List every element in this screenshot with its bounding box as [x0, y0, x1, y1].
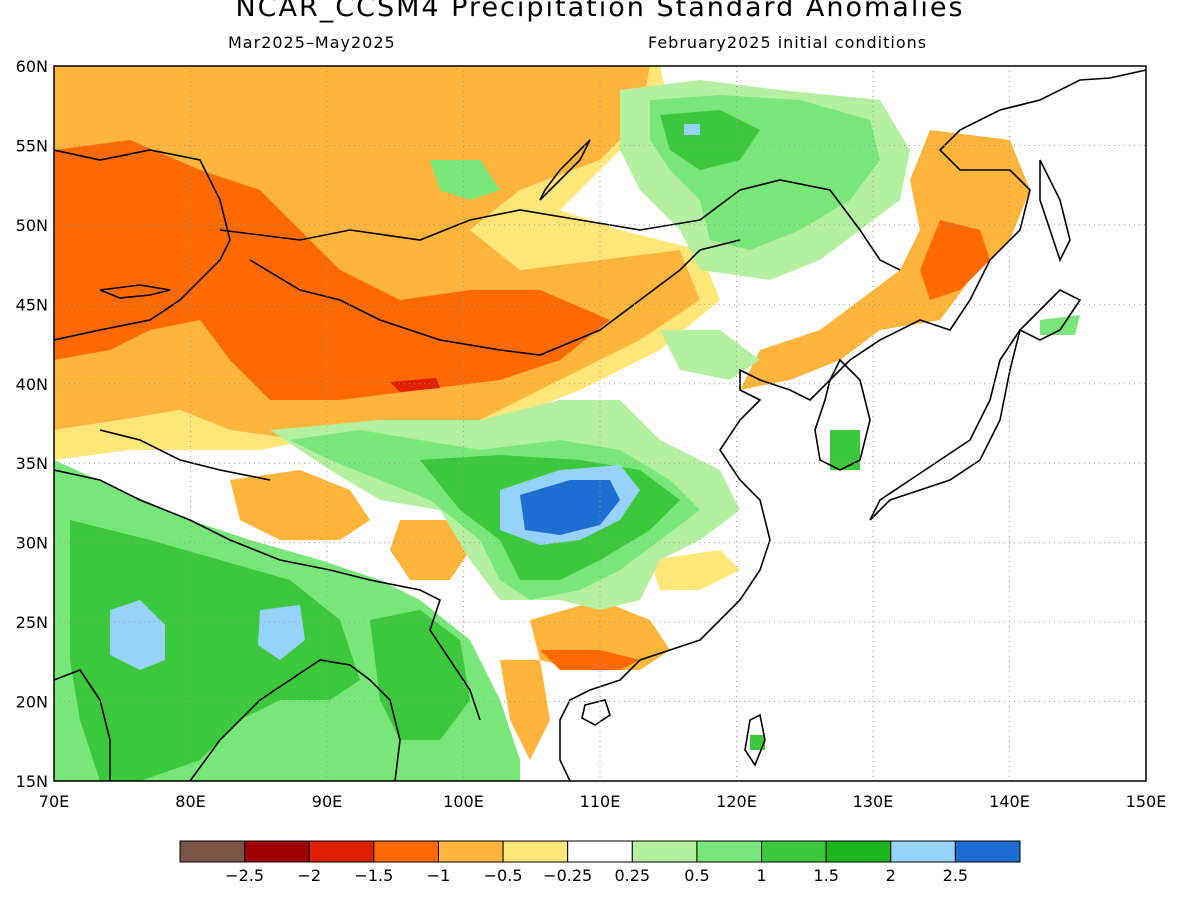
- coast-korea: [814, 358, 871, 471]
- plot-frame: [53, 65, 1147, 782]
- colorbar-swatch: [179, 840, 246, 863]
- coast-taiwan: [744, 713, 766, 767]
- colorbar-swatch: [567, 840, 633, 863]
- lat-label: 30N: [16, 534, 48, 553]
- colorbar-swatch: [373, 840, 439, 863]
- dry-area-far-east: [740, 130, 1030, 390]
- wet-area-burma: [370, 610, 470, 740]
- gridlines: [54, 66, 1146, 781]
- lon-label: 130E: [853, 792, 894, 811]
- colorbar-swatch: [308, 840, 375, 863]
- colorbar-label: −0.25: [543, 866, 592, 885]
- lat-label: 35N: [16, 454, 48, 473]
- colorbar-label: 0.5: [684, 866, 709, 885]
- wet-area-korea: [830, 430, 860, 470]
- lat-label: 20N: [16, 693, 48, 712]
- lake-balkhash: [99, 284, 171, 299]
- wet-area-northeast-core: [684, 124, 700, 135]
- colorbar-label: −2.5: [225, 866, 264, 885]
- lat-label: 60N: [16, 57, 48, 76]
- lon-label: 110E: [580, 792, 621, 811]
- wet-area-mongolia: [430, 160, 500, 200]
- coast-india: [54, 669, 111, 781]
- wet-area-central-extreme: [520, 480, 620, 535]
- colorbar-swatch: [244, 840, 310, 863]
- colorbar-label: 0.25: [614, 866, 650, 885]
- border-china-mongolia: [249, 239, 741, 356]
- lon-label: 90E: [312, 792, 342, 811]
- colorbar-label: −1.5: [354, 866, 393, 885]
- coast-sakhalin: [1039, 159, 1071, 263]
- colorbar: −2.5 −2 −1.5 −1 −0.5 −0.25 0.25 0.5 1 1.5 2 2.5: [179, 840, 1021, 885]
- colorbar-label: −0.5: [484, 866, 523, 885]
- wet-area-india-strong: [70, 520, 360, 781]
- lat-label: 40N: [16, 375, 48, 394]
- colorbar-label: 2.5: [943, 866, 968, 885]
- colorbar-label: 2: [886, 866, 896, 885]
- lon-label: 70E: [39, 792, 69, 811]
- dry-area-east-china: [650, 550, 740, 590]
- map-title: NCAR_CCSM4 Precipitation Standard Anomal…: [235, 0, 965, 23]
- lat-label: 15N: [16, 772, 48, 791]
- lat-label: 55N: [16, 136, 48, 155]
- wet-area-india-core-east: [258, 605, 305, 660]
- dry-area-core-west: [54, 140, 610, 400]
- colorbar-swatch: [954, 840, 1021, 863]
- wet-area-japan-north: [1040, 315, 1080, 335]
- lat-label: 50N: [16, 216, 48, 235]
- colorbar-swatch: [437, 840, 504, 863]
- colorbar-swatch: [502, 840, 569, 863]
- lon-label: 150E: [1126, 792, 1167, 811]
- forecast-period: Mar2025–May2025: [228, 33, 396, 52]
- coast-japan: [869, 289, 1082, 521]
- dry-area-tibet: [230, 470, 370, 540]
- colorbar-swatch: [761, 840, 827, 863]
- dry-area-yunnan: [390, 520, 470, 580]
- longitude-labels: 70E 80E 90E 100E 110E 120E 130E 140E 150E: [39, 792, 1167, 811]
- coastlines-and-borders: [54, 69, 1146, 781]
- lat-label: 45N: [16, 295, 48, 314]
- colorbar-label: −1: [427, 866, 451, 885]
- initial-conditions: February2025 initial conditions: [648, 33, 928, 52]
- lon-label: 120E: [716, 792, 757, 811]
- lon-label: 100E: [443, 792, 484, 811]
- lon-label: 80E: [175, 792, 205, 811]
- wet-area-taiwan: [750, 735, 765, 750]
- colorbar-label: 1.5: [813, 866, 838, 885]
- border-kazakhstan: [54, 149, 231, 341]
- border-tibet-north: [99, 429, 271, 481]
- colorbar-swatch: [631, 840, 698, 863]
- latitude-labels: 60N 55N 50N 45N 40N 35N 30N 25N 20N 15N: [16, 57, 48, 791]
- colorbar-label: −2: [297, 866, 321, 885]
- coast-east-asia: [559, 69, 1146, 781]
- anomaly-shading: [54, 66, 1080, 781]
- dry-area-far-east-core: [920, 220, 990, 300]
- coast-bay-of-bengal: [189, 659, 401, 781]
- coast-hainan: [581, 699, 611, 726]
- lat-label: 25N: [16, 613, 48, 632]
- colorbar-label: 1: [756, 866, 766, 885]
- dry-area-core-small: [390, 378, 440, 392]
- wet-area-india-core-west: [110, 600, 165, 670]
- colorbar-swatch: [825, 840, 892, 863]
- colorbar-swatch: [696, 840, 763, 863]
- border-himalaya: [54, 469, 481, 721]
- colorbar-swatch: [890, 840, 956, 863]
- lon-label: 140E: [989, 792, 1030, 811]
- dry-area-indochina: [500, 660, 550, 760]
- dry-area-south-china-core: [540, 650, 640, 670]
- border-russia-mongolia: [219, 179, 901, 271]
- wet-area-china-north: [660, 330, 760, 380]
